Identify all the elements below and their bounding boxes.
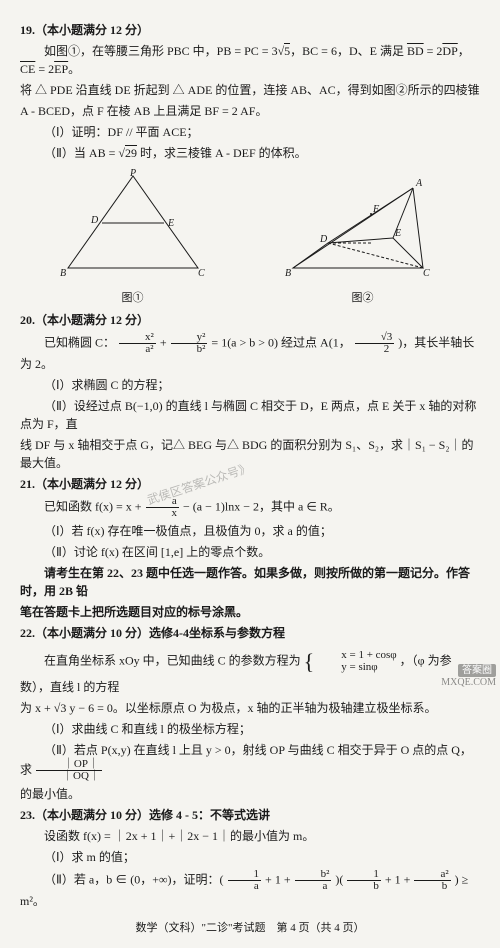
svg-text:B: B [60,268,66,279]
q23-heading: 23.（本小题满分 10 分）选修 4 - 5：不等式选讲 [20,808,270,822]
svg-text:F: F [372,204,380,215]
choice-note-1: 请考生在第 22、23 题中任选一题作答。如果多做，则按所做的第一题记分。作答时… [20,564,480,600]
q21-heading: 21.（本小题满分 12 分） [20,477,149,491]
svg-text:C: C [423,268,430,279]
figure-1-svg: P D E B C [48,168,218,283]
figure-2-svg: A B C D E F [273,168,453,283]
q23-part1: （Ⅰ）求 m 的值； [20,848,480,866]
q22-heading: 22.（本小题满分 10 分）选修4-4坐标系与参数方程 [20,626,285,640]
q21-part1: （Ⅰ）若 f(x) 存在唯一极值点，且极值为 0，求 a 的值； [20,522,480,540]
svg-text:C: C [198,268,205,279]
q20-part2a: （Ⅱ）设经过点 B(−1,0) 的直线 l 与椭圆 C 相交于 D，E 两点，点… [20,397,480,433]
svg-text:B: B [285,268,291,279]
q20-line1: 已知椭圆 C： x²a² + y²b² = 1(a > b > 0) 经过点 A… [20,332,480,373]
q22-part1: （Ⅰ）求曲线 C 和直线 l 的极坐标方程； [20,720,480,738]
q22-line1: 在直角坐标系 xOy 中，已知曲线 C 的参数方程为 { x = 1 + cos… [20,645,480,696]
q19-figures: P D E B C 图① A B C [20,168,480,307]
q19-text-2: 将 △ PDE 沿直线 DE 折起到 △ ADE 的位置，连接 AB、AC，得到… [20,81,480,99]
svg-text:E: E [167,218,174,229]
q19-heading: 19.（本小题满分 12 分） [20,23,149,37]
svg-text:E: E [394,228,401,239]
q20-part1: （Ⅰ）求椭圆 C 的方程； [20,376,480,394]
svg-text:A: A [415,178,423,189]
q19-part2: （Ⅱ）当 AB = √29 时，求三棱锥 A - DEF 的体积。 [20,144,480,162]
q19-part1: （Ⅰ）证明：DF // 平面 ACE； [20,123,480,141]
page-footer: 数学（文科）"二诊"考试题 第 4 页（共 4 页） [20,920,480,937]
q19-text-1: 如图①，在等腰三角形 PBC 中，PB = PC = 3√5，BC = 6，D、… [20,42,480,78]
q22-line2: 为 x + √3 y − 6 = 0。以坐标原点 O 为极点，x 轴的正半轴为极… [20,699,480,717]
watermark-corner: 答案圈 MXQE.COM [441,664,496,688]
q22-part2b: 的最小值。 [20,785,480,803]
fig2-caption: 图② [273,290,453,307]
q22-part2: （Ⅱ）若点 P(x,y) 在直线 l 上且 y > 0，射线 OP 与曲线 C … [20,741,480,782]
q19-text-3: A - BCED，点 F 在棱 AB 上且满足 BF = 2 AF。 [20,102,480,120]
fig1-caption: 图① [48,290,218,307]
svg-text:P: P [129,168,136,179]
q21-part2: （Ⅱ）讨论 f(x) 在区间 [1,e] 上的零点个数。 [20,543,480,561]
choice-note-2: 笔在答题卡上把所选题目对应的标号涂黑。 [20,603,480,621]
svg-text:D: D [319,234,328,245]
q20-heading: 20.（本小题满分 12 分） [20,313,149,327]
q23-line1: 设函数 f(x) = ｜2x + 1｜+｜2x − 1｜的最小值为 m。 [20,827,480,845]
q20-part2b: 线 DF 与 x 轴相交于点 G，记△ BEG 与△ BDG 的面积分别为 S₁… [20,436,480,472]
q23-part2: （Ⅱ）若 a，b ∈ (0，+∞)，证明：( 1a + 1 + b²a )( 1… [20,869,480,910]
svg-text:D: D [90,215,99,226]
q21-line1: 已知函数 f(x) = x + ax − (a − 1)lnx − 2，其中 a… [20,496,480,519]
